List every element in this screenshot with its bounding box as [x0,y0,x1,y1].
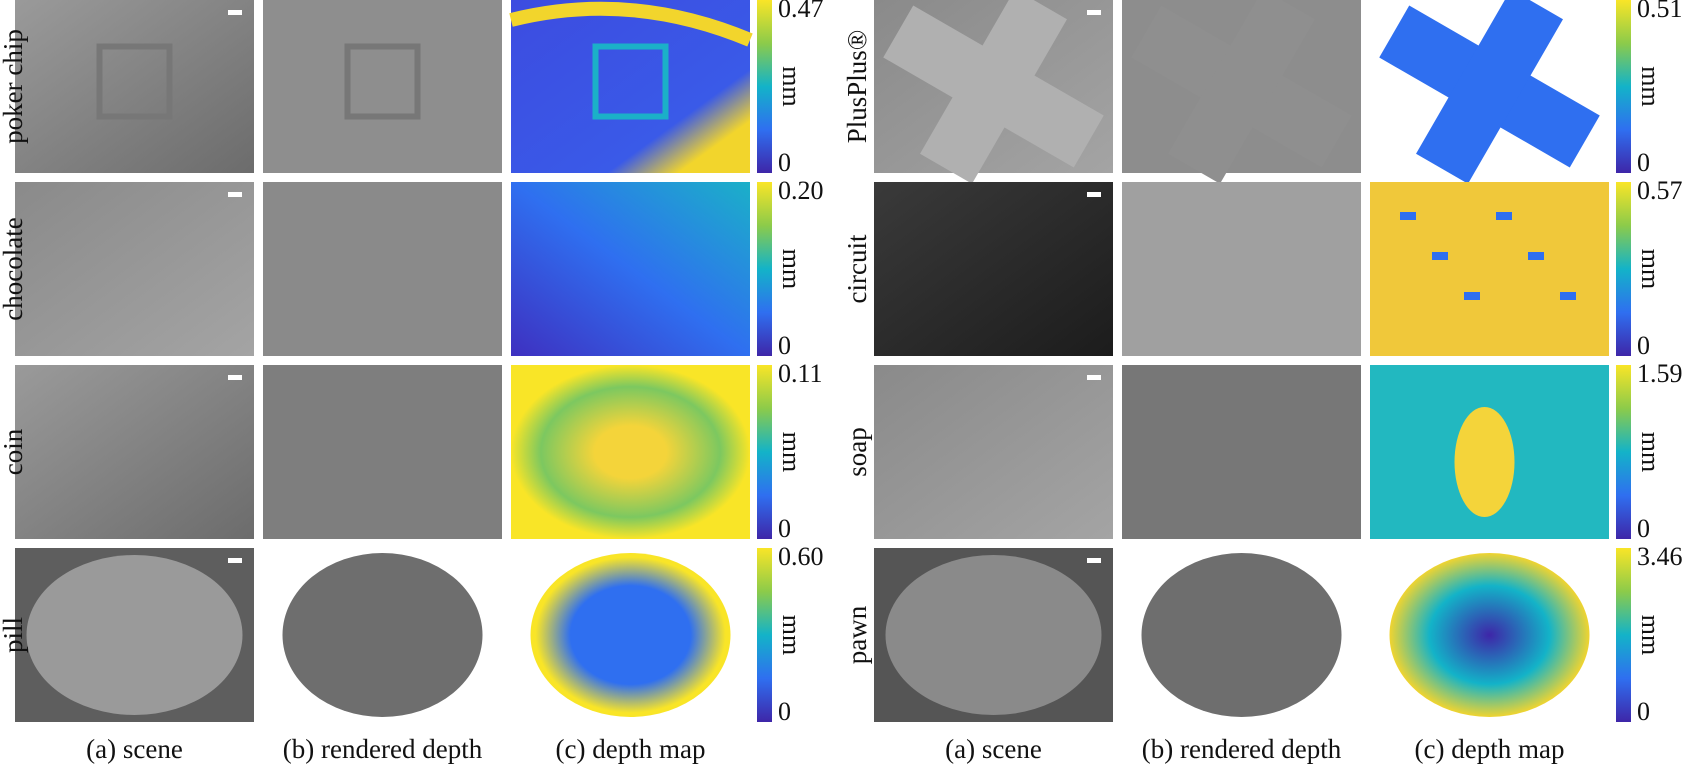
scene-image [15,182,254,356]
row-label: circuit [842,234,872,303]
depth-map-image [1370,182,1609,356]
rendered-depth-image [263,365,502,539]
colorbar-max: 0.47 [778,0,824,23]
colorbar-min: 0 [1637,697,1650,726]
scene-image [15,365,254,539]
column-caption: (c) depth map [556,734,706,764]
colorbar-min: 0 [778,148,791,177]
chip-mark [592,43,669,120]
scene-image [874,182,1113,356]
colorbar [1616,548,1631,722]
object [26,555,243,715]
colorbar-unit: mm [1636,432,1665,472]
component [1400,212,1416,220]
colorbar-unit: mm [1636,615,1665,655]
cross-shape [883,0,1104,184]
column-caption: (a) scene [945,734,1042,764]
scale-bar [1087,558,1101,563]
colorbar-min: 0 [778,514,791,543]
colorbar-unit: mm [1636,249,1665,289]
component [1528,252,1544,260]
colorbar-min: 0 [778,331,791,360]
cross-bar [920,0,1067,184]
colorbar-unit: mm [777,432,806,472]
column-caption: (b) rendered depth [283,734,483,764]
colorbar-min: 0 [778,697,791,726]
scale-bar [1087,192,1101,197]
colorbar-max: 0.51 [1637,0,1683,23]
colorbar [757,365,772,539]
cross-shape [1131,0,1352,184]
row-label: soap [842,427,872,477]
colorbar-min: 0 [1637,514,1650,543]
column-caption: (a) scene [86,734,183,764]
scale-bar [1087,10,1101,15]
rendered-depth-image [1122,365,1361,539]
chip-mark [344,43,421,120]
scale-bar [228,558,242,563]
component [1560,292,1576,300]
row-label: pill [0,617,28,653]
row-label: coin [0,428,28,475]
object [530,553,731,717]
scale-bar [228,192,242,197]
rendered-depth-image [263,182,502,356]
row-label: poker chip [0,29,28,144]
cross-bar [1168,0,1315,184]
colorbar-unit: mm [777,615,806,655]
colorbar-max: 0.20 [778,176,824,205]
colorbar-unit: mm [777,66,806,106]
object [1389,553,1590,717]
chip-edge [509,1,753,47]
colorbar-max: 1.59 [1637,359,1683,388]
scene-image [15,0,254,173]
scale-bar [1087,375,1101,380]
colorbar-unit: mm [1636,66,1665,106]
row-label: PlusPlus® [842,30,872,144]
cross-shape [1379,0,1600,184]
colorbar-min: 0 [1637,331,1650,360]
depth-map-image [511,365,750,539]
component [1496,212,1512,220]
component [1432,252,1448,260]
colorbar-max: 0.57 [1637,176,1683,205]
colorbar-max: 3.46 [1637,542,1683,571]
cross-bar [1416,0,1563,184]
colorbar [757,0,772,173]
object [282,553,483,717]
scale-bar [228,375,242,380]
colorbar-max: 0.11 [778,359,823,388]
colorbar [1616,0,1631,173]
colorbar-max: 0.60 [778,542,824,571]
rendered-depth-image [1122,182,1361,356]
depth-map-image [511,182,750,356]
object [1141,553,1342,717]
colorbar-min: 0 [1637,148,1650,177]
colorbar-unit: mm [777,249,806,289]
column-caption: (c) depth map [1415,734,1565,764]
colorbar [1616,182,1631,356]
rendered-depth-image [263,0,502,173]
scene-image [874,365,1113,539]
chip-mark [96,43,173,120]
object [885,555,1102,715]
colorbar [1616,365,1631,539]
colorbar [757,182,772,356]
colorbar [757,548,772,722]
relief [1454,407,1515,517]
row-label: chocolate [0,217,28,320]
component [1464,292,1480,300]
scale-bar [228,10,242,15]
row-label: pawn [842,605,872,664]
column-caption: (b) rendered depth [1142,734,1342,764]
